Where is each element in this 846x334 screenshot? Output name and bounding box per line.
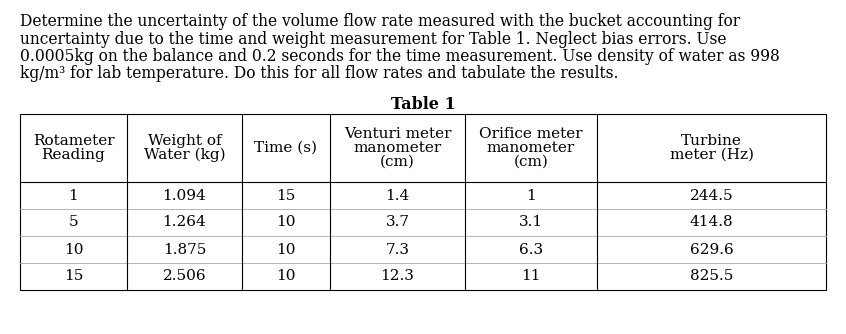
Text: Reading: Reading	[41, 148, 106, 162]
Text: 15: 15	[63, 270, 83, 284]
Text: Table 1: Table 1	[391, 96, 455, 113]
Text: 1.264: 1.264	[162, 215, 206, 229]
Text: Orifice meter: Orifice meter	[479, 127, 583, 141]
Text: (cm): (cm)	[380, 155, 415, 169]
Text: 1.4: 1.4	[386, 188, 409, 202]
Text: 0.0005kg on the balance and 0.2 seconds for the time measurement. Use density of: 0.0005kg on the balance and 0.2 seconds …	[20, 48, 780, 65]
Text: 6.3: 6.3	[519, 242, 543, 257]
Text: (cm): (cm)	[514, 155, 548, 169]
Text: 10: 10	[277, 215, 296, 229]
Text: meter (Hz): meter (Hz)	[669, 148, 754, 162]
Text: Determine the uncertainty of the volume flow rate measured with the bucket accou: Determine the uncertainty of the volume …	[20, 13, 740, 30]
Text: Rotameter: Rotameter	[33, 134, 114, 148]
Text: 414.8: 414.8	[689, 215, 733, 229]
Text: 10: 10	[277, 242, 296, 257]
Text: uncertainty due to the time and weight measurement for Table 1. Neglect bias err: uncertainty due to the time and weight m…	[20, 30, 727, 47]
Text: 10: 10	[277, 270, 296, 284]
Text: 3.7: 3.7	[386, 215, 409, 229]
Text: 1: 1	[69, 188, 79, 202]
Text: 11: 11	[521, 270, 541, 284]
Text: Weight of: Weight of	[148, 134, 222, 148]
Text: 15: 15	[277, 188, 296, 202]
Text: 5: 5	[69, 215, 79, 229]
Text: 629.6: 629.6	[689, 242, 733, 257]
Text: 1.875: 1.875	[162, 242, 206, 257]
Text: 1: 1	[526, 188, 536, 202]
Text: Venturi meter: Venturi meter	[343, 127, 451, 141]
Text: manometer: manometer	[487, 141, 575, 155]
Text: 10: 10	[63, 242, 83, 257]
Text: 1.094: 1.094	[162, 188, 206, 202]
Bar	[20, 114, 826, 290]
Text: kg/m³ for lab temperature. Do this for all flow rates and tabulate the results.: kg/m³ for lab temperature. Do this for a…	[20, 65, 618, 82]
Text: 7.3: 7.3	[386, 242, 409, 257]
Text: 825.5: 825.5	[689, 270, 733, 284]
Text: 12.3: 12.3	[381, 270, 415, 284]
Text: Water (kg): Water (kg)	[144, 148, 225, 162]
Text: 244.5: 244.5	[689, 188, 733, 202]
Text: Turbine: Turbine	[681, 134, 742, 148]
Text: 3.1: 3.1	[519, 215, 543, 229]
Text: Time (s): Time (s)	[255, 141, 317, 155]
Text: 2.506: 2.506	[162, 270, 206, 284]
Text: manometer: manometer	[354, 141, 442, 155]
